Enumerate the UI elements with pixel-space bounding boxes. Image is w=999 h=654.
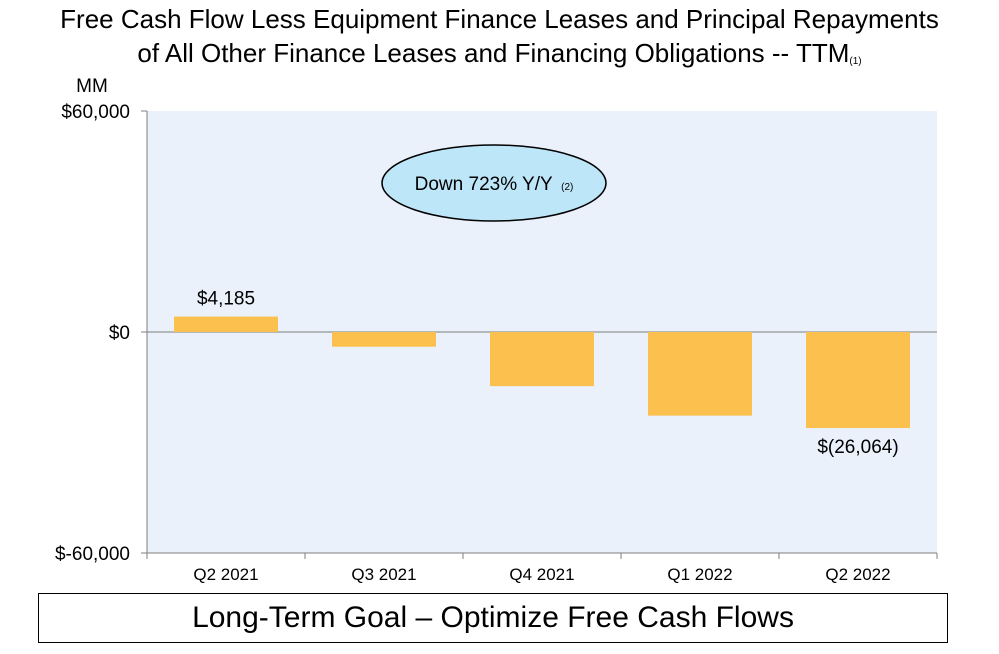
x-category-label: Q2 2022 (825, 565, 890, 584)
chart-title-line1: Free Cash Flow Less Equipment Finance Le… (0, 3, 999, 35)
title-footnote: (1) (849, 56, 862, 67)
footer-goal-text: Long-Term Goal – Optimize Free Cash Flow… (192, 601, 794, 634)
x-category-label: Q2 2021 (193, 565, 258, 584)
y-axis-ticks: $60,000 $0 $-60,000 (55, 102, 147, 565)
annotation-text: Down 723% Y/Y (2) (415, 174, 574, 195)
y-axis-unit-label: MM (76, 76, 108, 97)
bar (806, 332, 910, 429)
x-category-label: Q3 2021 (351, 565, 416, 584)
bar-series (174, 316, 910, 429)
annotation-main-text: Down 723% Y/Y (415, 174, 553, 195)
annotation-footnote: (2) (561, 182, 573, 193)
bar (332, 332, 436, 347)
x-category-label: Q1 2022 (667, 565, 732, 584)
x-axis-ticks: Q2 2021 Q3 2021 Q4 2021 Q1 2022 Q2 2022 (146, 553, 938, 584)
y-tick-label: $60,000 (61, 102, 130, 123)
footer-goal-box: Long-Term Goal – Optimize Free Cash Flow… (38, 593, 948, 643)
title-line1-text: Free Cash Flow Less Equipment Finance Le… (60, 4, 939, 34)
y-tick-label: $-60,000 (55, 544, 130, 565)
x-category-label: Q4 2021 (509, 565, 574, 584)
bar (648, 332, 752, 416)
bar (490, 332, 594, 387)
bar-chart: $60,000$0$-60,000 Q2 2021 Q3 2021 Q4 2021 Q… (55, 76, 938, 584)
title-line2-text: of All Other Finance Leases and Financin… (137, 38, 850, 68)
bar-data-label: $4,185 (197, 289, 255, 310)
data-labels: $4,185 $(26,064) (197, 289, 899, 458)
annotation-bubble: Down 723% Y/Y (2) (381, 144, 607, 222)
annotation-ellipse (381, 144, 607, 222)
chart-title-line2: of All Other Finance Leases and Financin… (0, 37, 999, 76)
y-tick-label: $0 (109, 323, 130, 344)
bar (174, 316, 278, 332)
bar-data-label: $(26,064) (817, 437, 898, 458)
